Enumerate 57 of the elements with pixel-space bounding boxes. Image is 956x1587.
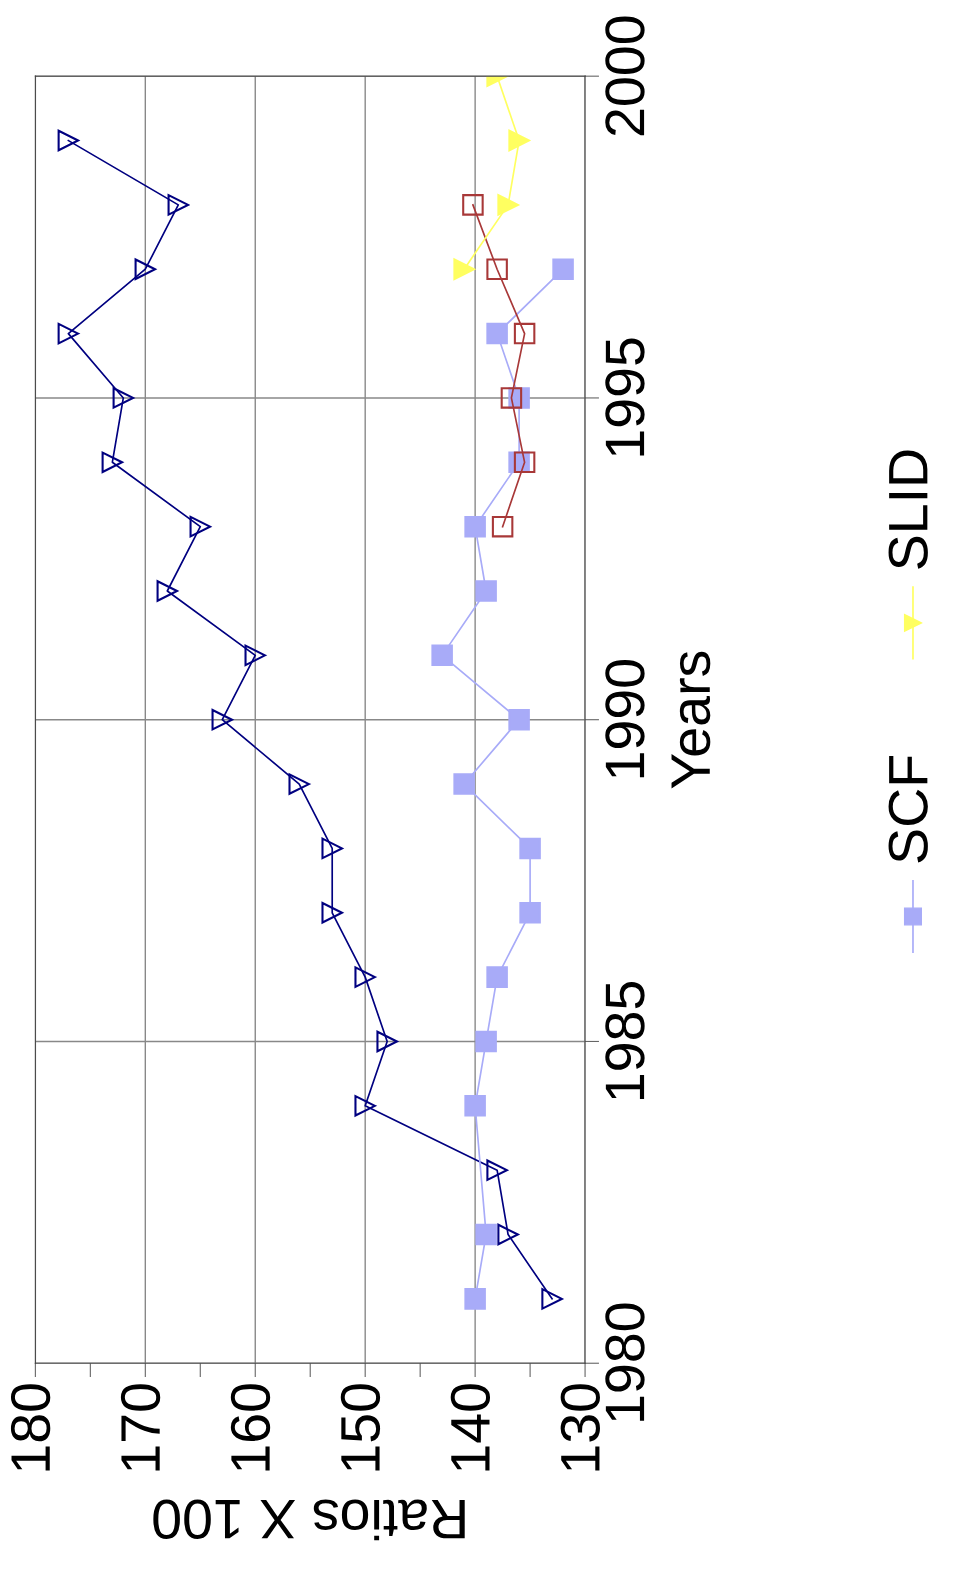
point bbox=[431, 644, 453, 667]
point bbox=[486, 258, 508, 280]
text: SLID bbox=[888, 450, 928, 569]
point bbox=[57, 129, 80, 152]
point bbox=[354, 966, 376, 988]
point bbox=[475, 1030, 497, 1053]
point bbox=[500, 387, 523, 409]
x-axis-title: Ratios X 100 bbox=[153, 1499, 465, 1541]
point bbox=[464, 1288, 486, 1310]
y-tick-label: 1980 bbox=[605, 1303, 645, 1421]
point bbox=[244, 644, 267, 667]
x-tick-label: 170 bbox=[120, 1384, 161, 1471]
y-tick-label: 1990 bbox=[605, 660, 645, 778]
point bbox=[464, 1095, 486, 1117]
point bbox=[321, 837, 343, 860]
point bbox=[497, 1223, 519, 1246]
point bbox=[508, 708, 530, 731]
point bbox=[321, 902, 343, 924]
point bbox=[519, 837, 541, 860]
point bbox=[167, 194, 190, 216]
point bbox=[508, 129, 530, 152]
point bbox=[519, 902, 541, 924]
point bbox=[552, 258, 574, 280]
x-tick-label: 150 bbox=[340, 1384, 381, 1471]
point bbox=[486, 966, 508, 988]
point bbox=[453, 258, 475, 280]
point bbox=[57, 322, 80, 345]
point bbox=[101, 451, 124, 474]
point bbox=[486, 1159, 508, 1181]
point bbox=[156, 580, 179, 602]
point bbox=[453, 773, 475, 795]
point bbox=[475, 580, 497, 602]
point bbox=[376, 1030, 398, 1053]
point bbox=[491, 515, 514, 538]
y-tick-label: 1995 bbox=[605, 338, 645, 456]
y-tick-label: 2000 bbox=[605, 16, 645, 136]
x-tick-label: 140 bbox=[450, 1384, 491, 1471]
point bbox=[513, 451, 536, 474]
x-tick-label: 130 bbox=[560, 1384, 600, 1471]
point bbox=[288, 773, 310, 795]
x-tick-label: 180 bbox=[10, 1384, 51, 1471]
point bbox=[354, 1095, 376, 1117]
point bbox=[486, 322, 508, 345]
point bbox=[475, 1223, 497, 1246]
point bbox=[541, 1288, 563, 1310]
y-tick-label: 1985 bbox=[605, 982, 645, 1100]
point bbox=[189, 515, 212, 538]
y-axis-title: Years bbox=[671, 651, 711, 789]
point bbox=[464, 515, 486, 538]
text: SCF bbox=[888, 756, 928, 863]
point bbox=[211, 708, 234, 731]
point bbox=[462, 194, 484, 216]
point bbox=[134, 258, 157, 280]
point bbox=[497, 194, 519, 216]
x-tick-label: 160 bbox=[230, 1384, 271, 1471]
point bbox=[513, 322, 536, 345]
point bbox=[112, 387, 135, 409]
